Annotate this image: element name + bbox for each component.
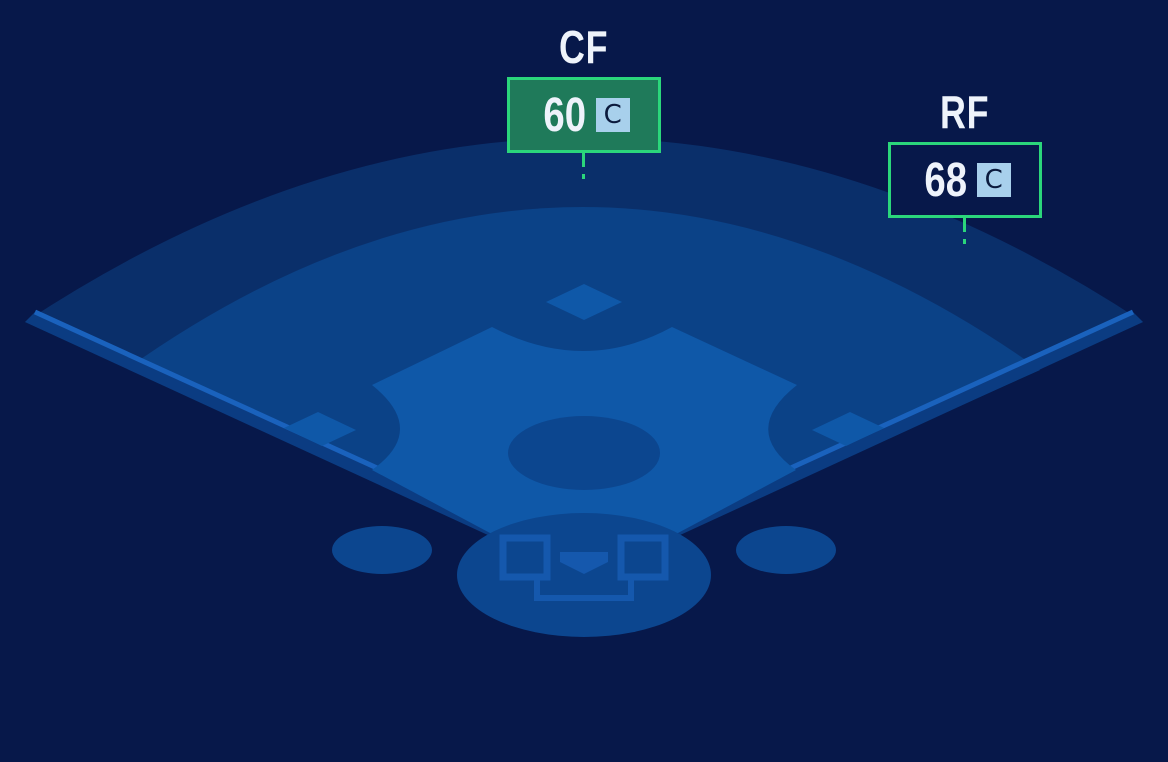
second-base [546, 284, 622, 320]
marker-dot [963, 239, 966, 244]
position-label: CF [559, 21, 609, 73]
grade-badge: C [976, 163, 1011, 197]
first-base [812, 412, 884, 446]
left-on-deck-circle [332, 526, 432, 574]
left-foul-strip [25, 312, 500, 536]
pitchers-mound [508, 416, 660, 490]
position-label: RF [940, 86, 990, 138]
marker-tick [963, 218, 966, 232]
home-plate [560, 552, 608, 574]
grade-badge: C [595, 98, 630, 132]
rating-box-selected[interactable]: 60 C [507, 77, 661, 153]
right-foul-strip [668, 312, 1143, 536]
catchers-box [534, 580, 634, 601]
right-on-deck-circle [736, 526, 836, 574]
right-batters-box [617, 534, 669, 581]
left-batters-box [499, 534, 551, 581]
home-plate-circle [457, 513, 711, 637]
marker-tick [582, 153, 585, 167]
rating-value: 68 [924, 153, 968, 207]
third-base [284, 412, 356, 446]
position-rf[interactable]: RF 68 C [888, 86, 1042, 244]
rating-box[interactable]: 68 C [888, 142, 1042, 218]
marker-dot [582, 174, 585, 179]
rating-value: 60 [543, 88, 587, 142]
position-cf[interactable]: CF 60 C [507, 21, 661, 179]
